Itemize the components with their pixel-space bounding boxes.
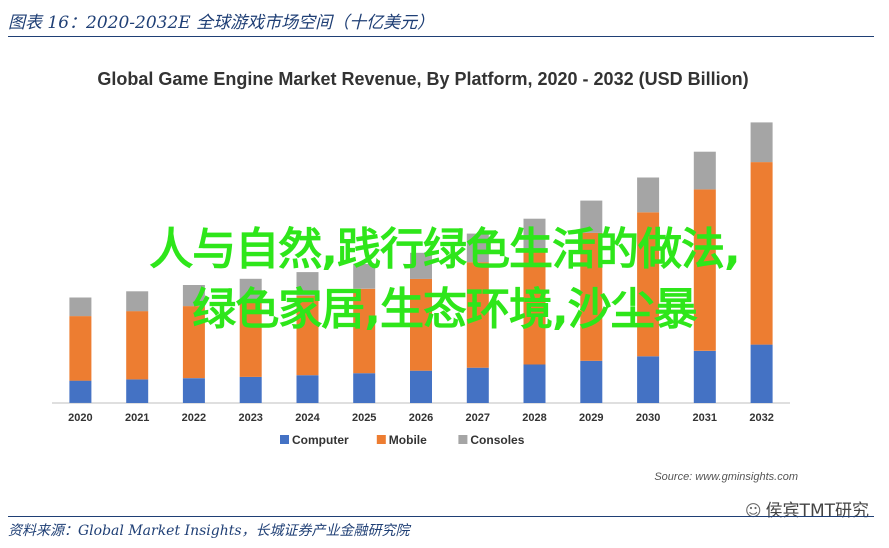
bar-mobile-2024 [296, 295, 319, 376]
x-tick-label: 2021 [125, 412, 149, 424]
chart-source-note: Source: www.gminsights.com [654, 471, 798, 483]
chart-title: Global Game Engine Market Revenue, By Pl… [97, 69, 748, 89]
bar-consoles-2020 [69, 297, 92, 317]
bar-mobile-2027 [466, 262, 489, 368]
legend-swatch-mobile [376, 435, 386, 444]
bar-computer-2025 [353, 373, 376, 403]
overlay-text-line-1: 人与自然,践行绿色生活的做法, [149, 224, 740, 275]
x-tick-label: 2031 [693, 412, 717, 424]
legend-label-mobile: Mobile [389, 433, 427, 447]
bar-consoles-2024 [296, 272, 319, 296]
x-tick-label: 2023 [238, 412, 262, 424]
x-tick-label: 2032 [749, 412, 773, 424]
legend: Computer Mobile Consoles [280, 433, 525, 447]
legend-swatch-computer [280, 435, 289, 444]
bars-group [69, 122, 773, 403]
bar-mobile-2023 [239, 301, 262, 377]
figure-source: 资料来源：Global Market Insights，长城证券产业金融研究院 [8, 523, 410, 539]
legend-label-computer: Computer [292, 433, 349, 447]
watermark-text: 侯宾TMT研究 [765, 501, 869, 521]
bar-consoles-2025 [353, 263, 376, 289]
top-divider [8, 36, 874, 37]
bar-mobile-2031 [693, 189, 716, 351]
x-tick-label: 2020 [68, 412, 92, 424]
bar-mobile-2025 [353, 288, 376, 374]
bar-consoles-2029 [580, 200, 603, 233]
x-tick-label: 2025 [352, 412, 376, 424]
bar-consoles-2028 [523, 218, 546, 249]
overlay-text-line-2: 绿色家居,生态环境,沙尘暴 [192, 284, 697, 335]
bar-consoles-2027 [466, 233, 489, 263]
bar-computer-2020 [69, 380, 92, 403]
bar-consoles-2031 [693, 151, 716, 190]
legend-label-consoles: Consoles [470, 433, 524, 447]
figure-title: 图表 16：2020-2032E 全球游戏市场空间（十亿美元） [8, 13, 435, 33]
bar-consoles-2023 [239, 278, 262, 302]
wechat-icon: ☺ [744, 501, 762, 520]
bar-computer-2029 [580, 360, 603, 403]
bar-computer-2026 [410, 370, 432, 403]
x-tick-label: 2022 [182, 412, 206, 424]
bar-mobile-2021 [126, 311, 149, 380]
bar-computer-2028 [523, 364, 546, 403]
bar-computer-2032 [750, 344, 773, 403]
bar-mobile-2028 [523, 249, 546, 365]
x-tick-label: 2027 [466, 412, 490, 424]
bar-computer-2030 [637, 356, 660, 403]
bar-mobile-2032 [750, 162, 773, 345]
bar-computer-2027 [466, 367, 489, 403]
x-tick-label: 2029 [579, 412, 603, 424]
bottom-divider [8, 516, 874, 517]
bar-consoles-2032 [750, 122, 773, 163]
bar-computer-2031 [693, 350, 716, 403]
x-tick-label: 2026 [409, 412, 433, 424]
watermark: ☺ 侯宾TMT研究 [745, 496, 869, 521]
bar-computer-2024 [296, 375, 319, 403]
bar-consoles-2026 [410, 252, 432, 279]
legend-swatch-consoles [458, 435, 468, 444]
x-tick-label: 2030 [636, 412, 660, 424]
x-tick-labels: 2020 2021 2022 2023 2024 2025 2026 2027 2028 2029… [68, 412, 774, 424]
bar-computer-2021 [126, 379, 149, 403]
bar-mobile-2029 [580, 232, 603, 361]
bar-mobile-2022 [182, 306, 205, 379]
bar-computer-2022 [182, 378, 205, 403]
bar-mobile-2020 [69, 316, 92, 381]
bar-consoles-2030 [637, 177, 660, 213]
bar-computer-2023 [239, 376, 262, 403]
bar-consoles-2021 [126, 291, 149, 312]
chart: Global Game Engine Market Revenue, By Pl… [52, 69, 798, 483]
bar-mobile-2026 [410, 278, 432, 371]
bar-consoles-2022 [182, 285, 205, 307]
x-tick-label: 2024 [295, 412, 320, 424]
x-tick-label: 2028 [522, 412, 546, 424]
bar-mobile-2030 [637, 212, 660, 357]
